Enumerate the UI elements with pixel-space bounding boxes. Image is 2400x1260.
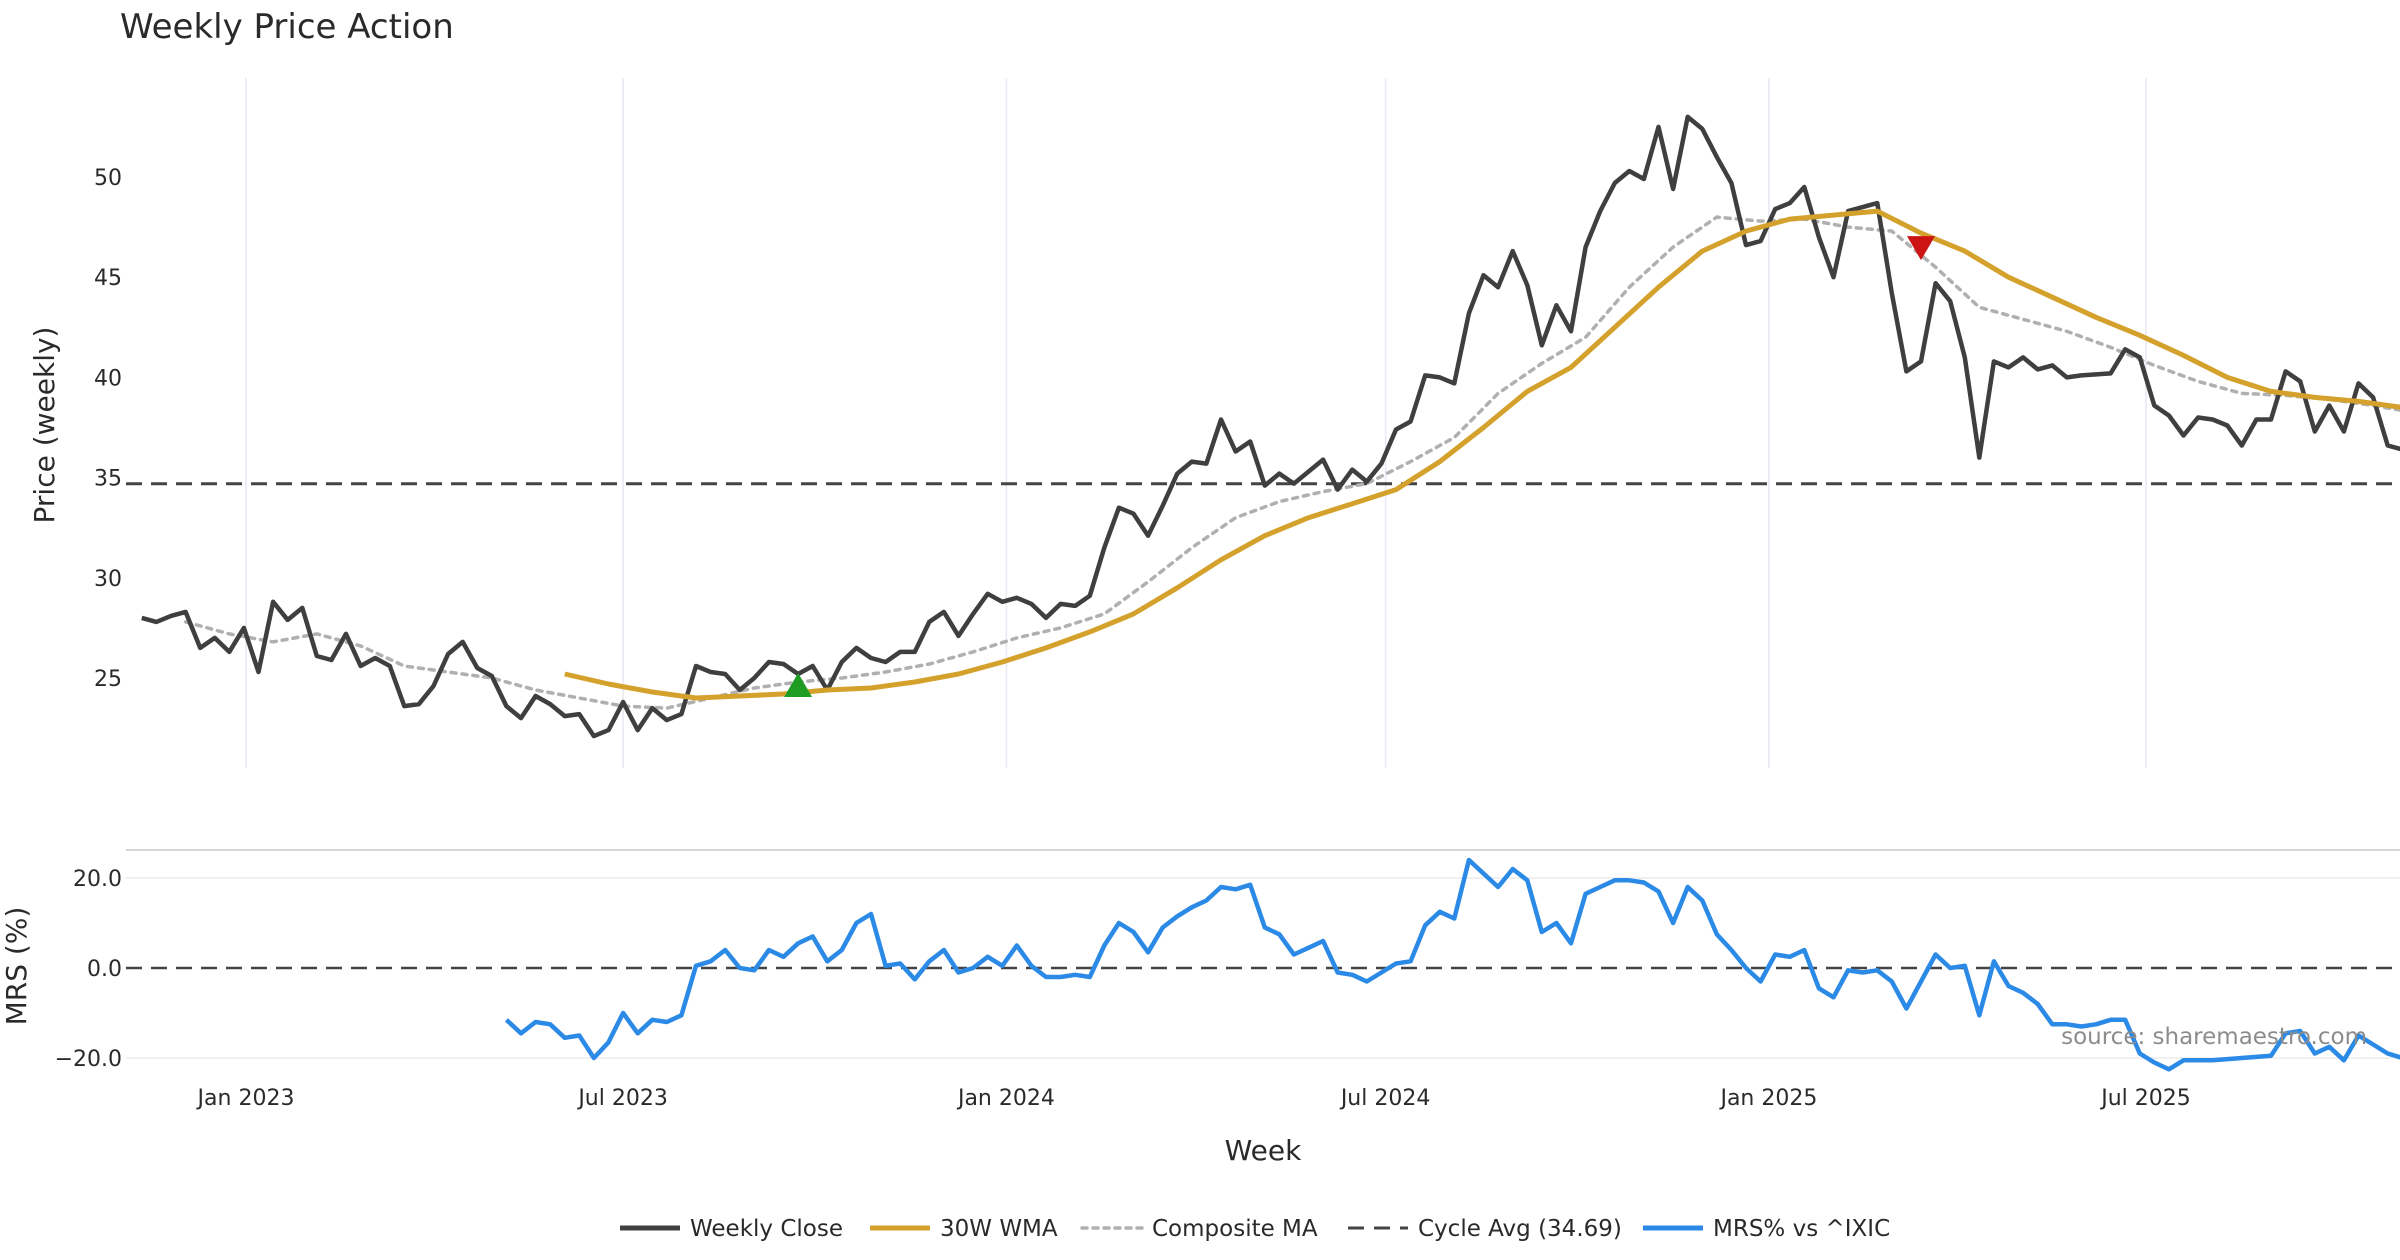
price-y-axis-title: Price (weekly) (28, 327, 61, 524)
x-tick-label: Jul 2023 (576, 1086, 668, 1111)
x-axis-title: Week (1225, 1134, 1302, 1167)
mrs-series (126, 857, 2400, 1072)
legend: Weekly Close 30W WMA Composite MA Cycle Avg… (620, 1216, 1890, 1242)
source-note: source: sharemaestro.com (2061, 1024, 2367, 1050)
legend-label-wma: 30W WMA (940, 1216, 1058, 1242)
mrs-tick-label: 0.0 (87, 957, 122, 982)
price-series (126, 114, 2400, 739)
legend-label-cycle: Cycle Avg (34.69) (1418, 1216, 1622, 1242)
chart-title: Weekly Price Action (120, 7, 454, 47)
price-tick-label: 25 (94, 667, 122, 692)
mrs-tick-label: 20.0 (73, 867, 122, 892)
series-composite-line (183, 215, 2400, 710)
legend-label-close: Weekly Close (690, 1216, 843, 1242)
sell-signal-marker (1907, 236, 1935, 261)
mrs-gridlines (126, 877, 2400, 1059)
x-tick-label: Jan 2023 (196, 1086, 295, 1111)
price-tick-label: 35 (94, 467, 122, 492)
series-mrs-line (504, 857, 2400, 1072)
price-tick-label: 30 (94, 567, 122, 592)
x-axis: Jan 2023 Jul 2023 Jan 2024 Jul 2024 Jan 2025… (196, 1086, 2191, 1111)
signal-markers (784, 236, 1935, 698)
series-wma-line (564, 208, 2400, 701)
series-close-line (141, 114, 2400, 739)
price-tick-label: 50 (94, 166, 122, 191)
x-tick-label: Jan 2025 (1718, 1086, 1817, 1111)
legend-label-mrs: MRS% vs ^IXIC (1713, 1216, 1890, 1242)
buy-signal-marker (784, 673, 813, 698)
legend-label-composite: Composite MA (1152, 1216, 1318, 1242)
mrs-tick-label: −20.0 (55, 1047, 122, 1072)
x-tick-label: Jul 2024 (1339, 1086, 1431, 1111)
x-tick-label: Jan 2024 (956, 1086, 1055, 1111)
price-y-axis: 25 30 35 40 45 50 (94, 166, 122, 692)
mrs-y-axis-title: MRS (%) (0, 907, 33, 1026)
price-tick-label: 40 (94, 366, 122, 391)
price-gridlines (245, 78, 2147, 768)
x-tick-label: Jul 2025 (2099, 1086, 2191, 1111)
price-tick-label: 45 (94, 266, 122, 291)
mrs-y-axis: 20.0 0.0 −20.0 (55, 867, 122, 1072)
